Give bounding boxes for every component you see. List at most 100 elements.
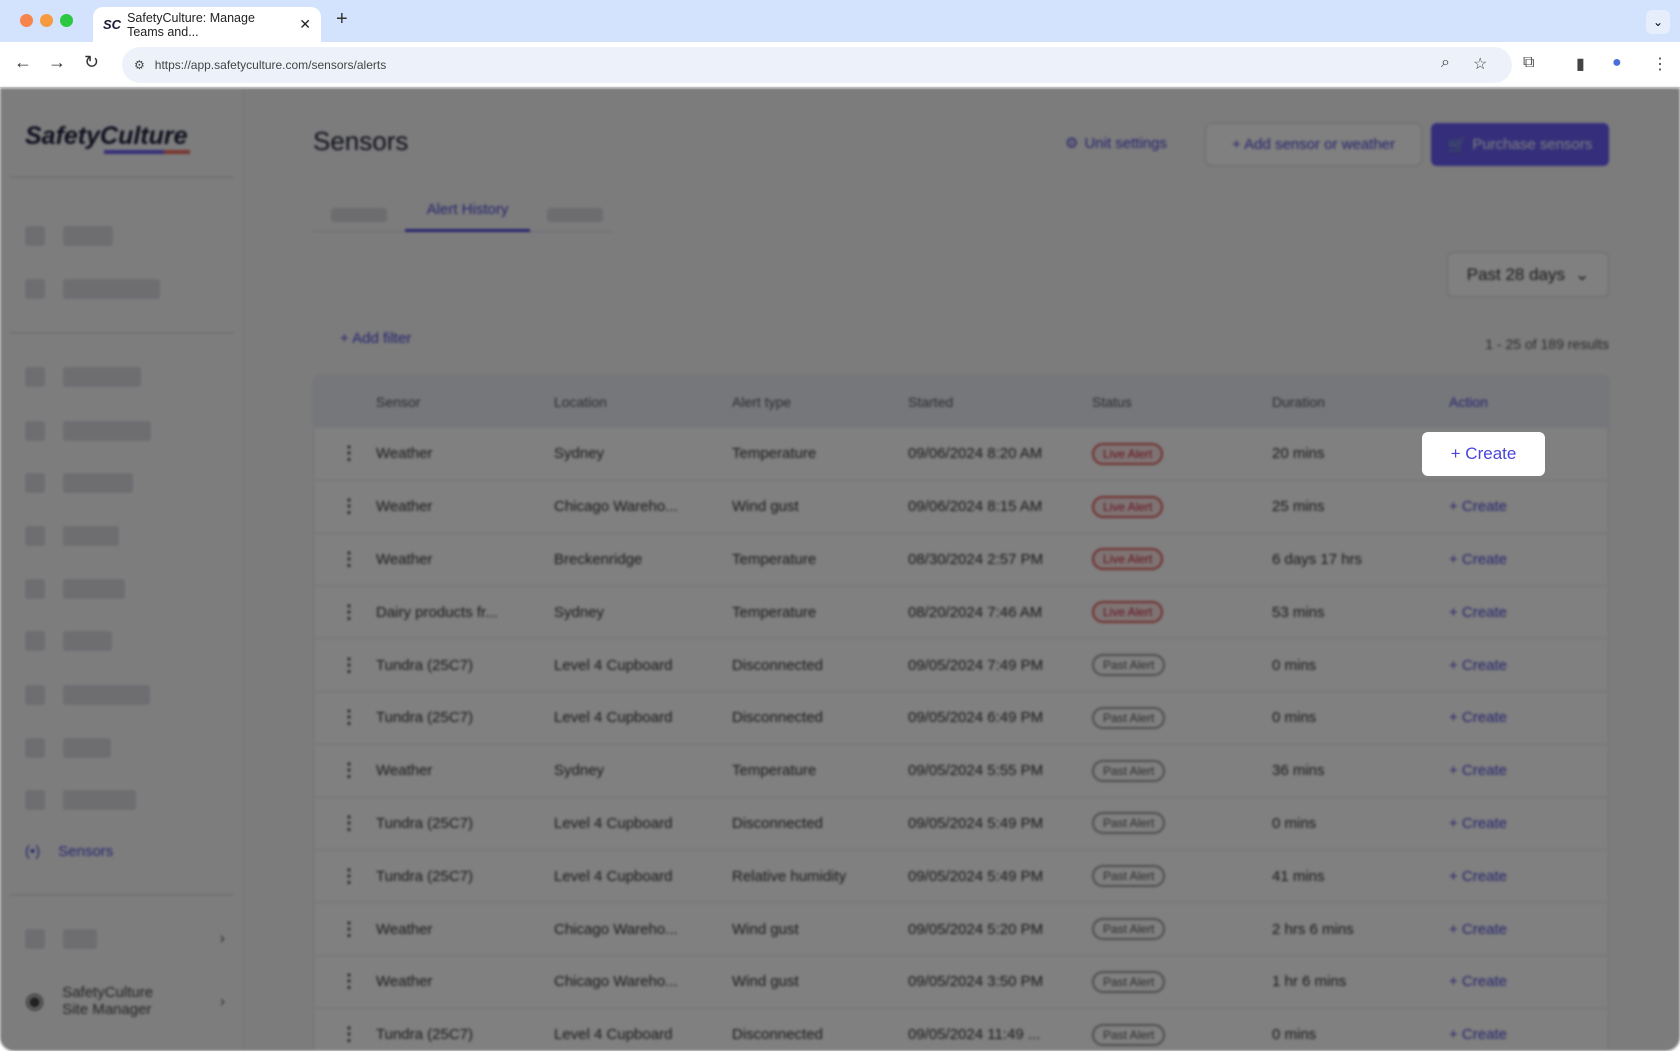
cell-sensor: Tundra (25C7) [376, 656, 473, 674]
side-panel-icon[interactable]: ▮ [1576, 56, 1585, 73]
table-row[interactable]: ⋮ Weather Sydney Temperature 09/05/2024 5:55… [314, 743, 1608, 797]
cell-location: Chicago Wareho... [554, 498, 678, 516]
row-menu-icon[interactable]: ⋮ [340, 865, 358, 886]
status-badge: Past Alert [1092, 812, 1166, 835]
table-row[interactable]: ⋮ Tundra (25C7) Level 4 Cupboard Disconnect… [314, 690, 1608, 744]
sidebar-item-sensors[interactable]: (•) Sensors [25, 843, 113, 860]
site-settings-icon[interactable]: ⚙ [134, 58, 145, 72]
row-menu-icon[interactable]: ⋮ [340, 601, 358, 622]
create-action-button-highlighted[interactable]: + Create [1422, 432, 1545, 476]
chevron-down-icon[interactable]: ⌄ [1646, 10, 1670, 34]
create-action-link[interactable]: + Create [1449, 1026, 1507, 1044]
address-bar[interactable]: ⚙ https://app.safetyculture.com/sensors/… [122, 47, 1512, 83]
cell-type: Disconnected [732, 709, 823, 727]
minimize-window-button[interactable] [40, 14, 53, 27]
row-menu-icon[interactable]: ⋮ [340, 971, 358, 992]
table-row[interactable]: ⋮ Weather Chicago Wareho... Wind gust 09/05/… [314, 902, 1608, 955]
create-action-link[interactable]: + Create [1449, 656, 1507, 674]
sidebar-item[interactable] [25, 279, 160, 299]
reload-icon[interactable]: ↻ [84, 52, 100, 72]
cell-started: 09/05/2024 5:49 PM [908, 867, 1044, 885]
sidebar-item[interactable] [25, 790, 136, 810]
add-sensor-button[interactable]: + Add sensor or weather [1205, 123, 1422, 166]
cell-duration: 1 hr 6 mins [1272, 973, 1347, 991]
tab-redacted[interactable] [331, 208, 387, 222]
table-row[interactable]: ⋮ Weather Breckenridge Temperature 08/30/202… [314, 532, 1608, 586]
cell-location: Sydney [554, 762, 605, 780]
table-row[interactable]: ⋮ Weather Sydney Temperature 09/06/2024 8:20… [314, 427, 1608, 480]
extensions-icon[interactable]: ⧉ [1523, 54, 1535, 71]
sidebar-item[interactable] [25, 685, 150, 705]
row-menu-icon[interactable]: ⋮ [340, 1024, 358, 1045]
table-row[interactable]: ⋮ Weather Chicago Wareho... Wind gust 09/06/… [314, 479, 1608, 533]
date-range-select[interactable]: Past 28 days ⌄ [1447, 252, 1609, 297]
star-icon[interactable]: ☆ [1473, 56, 1488, 73]
sidebar-item[interactable] [25, 631, 112, 651]
table-row[interactable]: ⋮ Weather Chicago Wareho... Wind gust 09/05/… [314, 954, 1608, 1008]
row-menu-icon[interactable]: ⋮ [340, 654, 358, 675]
row-menu-icon[interactable]: ⋮ [340, 548, 358, 569]
cell-type: Wind gust [732, 973, 799, 991]
create-action-link[interactable]: + Create [1449, 973, 1507, 991]
create-action-link[interactable]: + Create [1449, 498, 1507, 516]
sidebar-item[interactable] [25, 473, 133, 493]
create-action-link[interactable]: + Create [1449, 920, 1507, 938]
sidebar-item-label: Sensors [58, 843, 114, 860]
sidebar-item[interactable] [25, 526, 119, 546]
row-menu-icon[interactable]: ⋮ [340, 760, 358, 781]
new-tab-icon[interactable]: + [336, 8, 348, 30]
table-row[interactable]: ⋮ Tundra (25C7) Level 4 Cupboard Disconnect… [314, 638, 1608, 691]
tab-redacted[interactable] [547, 208, 603, 222]
create-action-link[interactable]: + Create [1449, 550, 1507, 568]
row-menu-icon[interactable]: ⋮ [340, 496, 358, 517]
cell-location: Level 4 Cupboard [554, 814, 673, 832]
maximize-window-button[interactable] [60, 14, 73, 27]
browser-tab[interactable]: SC SafetyCulture: Manage Teams and... ✕ [93, 7, 321, 42]
page-title: Sensors [313, 126, 409, 156]
back-icon[interactable]: ← [14, 52, 32, 72]
close-window-button[interactable] [20, 14, 33, 27]
purchase-sensors-button[interactable]: 🛒 Purchase sensors [1431, 123, 1609, 166]
cell-started: 09/05/2024 6:49 PM [908, 709, 1044, 727]
sidebar-item[interactable] [25, 579, 125, 599]
table-row[interactable]: ⋮ Dairy products fr... Sydney Temperature 08… [314, 585, 1608, 638]
row-menu-icon[interactable]: ⋮ [340, 443, 358, 464]
tabs: Alert History [313, 196, 613, 232]
unit-settings-button[interactable]: ⚙ Unit settings [1065, 134, 1167, 153]
create-action-link[interactable]: + Create [1449, 814, 1507, 832]
cell-location: Level 4 Cupboard [554, 867, 673, 885]
row-menu-icon[interactable]: ⋮ [340, 812, 358, 833]
table-row[interactable]: ⋮ Tundra (25C7) Level 4 Cupboard Disconnect… [314, 796, 1608, 850]
create-action-link[interactable]: + Create [1449, 867, 1507, 885]
cell-sensor: Tundra (25C7) [376, 709, 473, 727]
status-badge: Past Alert [1092, 918, 1166, 941]
menu-icon[interactable]: ⋮ [1652, 56, 1668, 73]
cell-started: 09/06/2024 8:20 AM [908, 445, 1043, 463]
cell-duration: 25 mins [1272, 498, 1325, 516]
status-badge: Live Alert [1092, 548, 1164, 571]
status-badge: Past Alert [1092, 970, 1166, 993]
create-action-link[interactable]: + Create [1449, 603, 1507, 621]
cell-sensor: Weather [376, 762, 433, 780]
table-row[interactable]: ⋮ Tundra (25C7) Level 4 Cupboard Disconnect… [314, 1007, 1608, 1051]
sidebar-item[interactable] [25, 738, 111, 758]
close-tab-icon[interactable]: ✕ [299, 16, 311, 32]
sidebar-item[interactable] [25, 421, 151, 441]
brand-underline [104, 150, 190, 154]
table-row[interactable]: ⋮ Tundra (25C7) Level 4 Cupboard Relative h… [314, 849, 1608, 902]
create-action-link[interactable]: + Create [1449, 709, 1507, 727]
zoom-icon[interactable]: ⌕ [1441, 54, 1450, 71]
sidebar-item[interactable]: › [25, 929, 225, 949]
row-menu-icon[interactable]: ⋮ [340, 707, 358, 728]
tab-alert-history[interactable]: Alert History [405, 196, 530, 232]
profile-avatar-icon[interactable]: ● [1612, 54, 1622, 71]
row-menu-icon[interactable]: ⋮ [340, 918, 358, 939]
cell-started: 09/05/2024 7:49 PM [908, 656, 1044, 674]
org-switcher[interactable]: ◉ SafetyCulture Site Manager › [25, 984, 225, 1018]
add-filter-button[interactable]: + Add filter [340, 330, 412, 347]
sidebar-item[interactable] [25, 367, 141, 387]
sidebar-item[interactable] [25, 226, 113, 246]
cell-type: Temperature [732, 762, 817, 780]
create-action-link[interactable]: + Create [1449, 762, 1507, 780]
forward-icon[interactable]: → [48, 52, 66, 72]
